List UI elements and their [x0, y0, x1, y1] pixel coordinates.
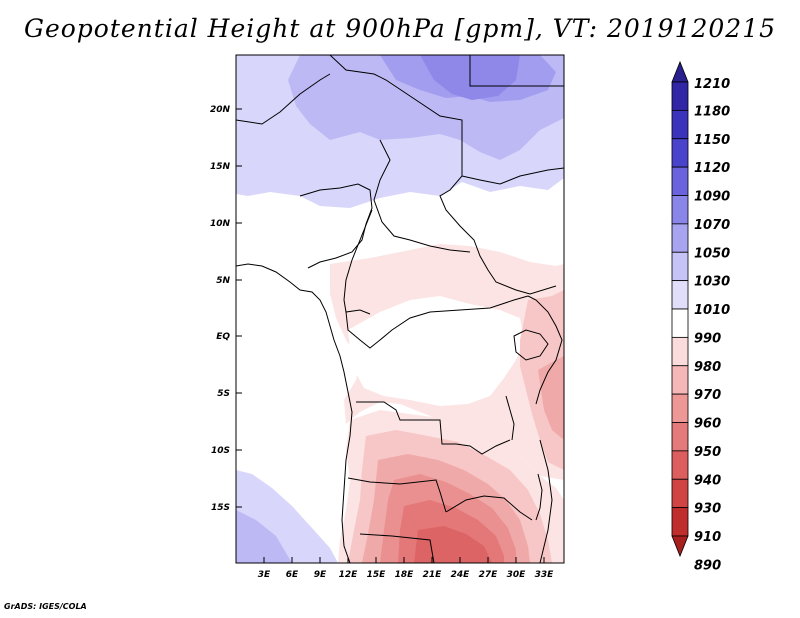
colorbar-label: 930	[694, 502, 721, 517]
lat-label: EQ	[216, 332, 230, 342]
colorbar-swatch	[671, 166, 689, 196]
footer-credit: GrADS: IGES/COLA	[4, 602, 87, 611]
colorbar-swatch	[671, 336, 689, 367]
lon-label: 33E	[535, 570, 555, 580]
colorbar-swatch	[671, 109, 689, 140]
lon-label: 27E	[479, 570, 499, 580]
lon-label: 6E	[286, 570, 299, 580]
colorbar-label: 940	[694, 473, 721, 488]
mozambique-border	[539, 439, 553, 563]
mali-niger-border	[236, 73, 331, 125]
colorbar-swatch	[671, 393, 689, 423]
country-borders	[236, 55, 564, 563]
lon-label: 3E	[258, 570, 271, 580]
sudan-border	[461, 167, 564, 185]
colorbar-label: 1210	[694, 77, 730, 92]
map-frame	[235, 54, 565, 564]
colorbar-swatch	[671, 81, 689, 111]
colorbar-swatch	[671, 365, 689, 395]
lake-tanganyika	[505, 395, 515, 441]
colorbar-label: 950	[694, 445, 721, 460]
contour-970-east	[538, 356, 564, 440]
lon-label: 12E	[339, 570, 359, 580]
colorbar-label: 1070	[694, 218, 730, 233]
colorbar-swatch	[671, 223, 689, 253]
lon-label: 30E	[507, 570, 527, 580]
colorbar-label: 1050	[694, 246, 730, 261]
colorbar-swatch	[671, 280, 689, 310]
contour-990-interior	[348, 296, 524, 406]
lon-label: 24E	[451, 570, 471, 580]
lon-label: 9E	[314, 570, 327, 580]
colorbar-label: 910	[694, 530, 721, 545]
contour-940-south	[414, 526, 492, 563]
colorbar-swatch	[671, 251, 689, 282]
lat-label: 5N	[216, 276, 230, 286]
colorbar-swatch	[671, 422, 689, 452]
colorbar-label: 1150	[694, 133, 730, 148]
lat-label: 15S	[211, 503, 230, 513]
chad-border	[373, 139, 471, 253]
lat-label: 20N	[210, 105, 231, 115]
colorbar-swatch	[671, 507, 689, 537]
colorbar-swatch	[671, 308, 689, 338]
lat-label: 10N	[210, 219, 231, 229]
frame-ticks	[236, 108, 545, 563]
libya-egypt-border	[469, 55, 564, 87]
colorbar-label: 1180	[694, 104, 730, 119]
lon-axis: 3E 6E 9E 12E 15E 18E 21E 24E 27E 30E 33E	[258, 570, 554, 580]
colorbar-swatch	[671, 138, 689, 168]
sahara-border	[329, 55, 557, 295]
cameroon-border	[343, 209, 373, 315]
southern-border	[359, 533, 435, 563]
lat-label: 10S	[211, 446, 230, 456]
drc-angola-border	[356, 401, 511, 455]
west-africa-coast	[236, 263, 353, 563]
colorbar-label: 890	[694, 558, 721, 573]
colorbar: 1210 1180 1150 1120 1090 1070 1050 1030 1010 990 9…	[671, 60, 730, 573]
colorbar-label: 1030	[694, 275, 730, 290]
lake-victoria	[513, 329, 549, 361]
lon-label: 21E	[423, 570, 443, 580]
angola-south-border	[347, 477, 447, 513]
colorbar-label: 970	[694, 388, 721, 403]
colorbar-label: 1120	[694, 161, 730, 176]
map-plot-area	[236, 55, 564, 563]
colorbar-top-arrow	[671, 60, 689, 83]
colorbar-swatch	[671, 478, 689, 509]
colorbar-swatch	[671, 450, 689, 480]
niger-nigeria-border	[299, 183, 373, 269]
colorbar-label: 1010	[694, 303, 730, 318]
lake-malawi	[535, 473, 543, 521]
contour-1030-southwest	[236, 510, 292, 563]
east-border	[527, 295, 563, 405]
map-title: Geopotential Height at 900hPa [gpm], VT:…	[23, 14, 777, 43]
lat-label: 15N	[210, 162, 231, 172]
lat-axis: 20N 15N 10N 5N EQ 5S 10S 15S	[210, 105, 231, 513]
colorbar-label: 980	[694, 360, 721, 375]
colorbar-label: 990	[694, 331, 721, 346]
lon-label: 18E	[395, 570, 415, 580]
congo-border	[345, 295, 529, 349]
lon-label: 15E	[367, 570, 387, 580]
colorbar-bottom-arrow	[671, 535, 689, 558]
colorbar-label: 1090	[694, 190, 730, 205]
colorbar-swatch	[671, 195, 689, 225]
colorbar-label: 960	[694, 417, 721, 432]
zambia-border	[445, 495, 533, 521]
lat-label: 5S	[217, 389, 230, 399]
